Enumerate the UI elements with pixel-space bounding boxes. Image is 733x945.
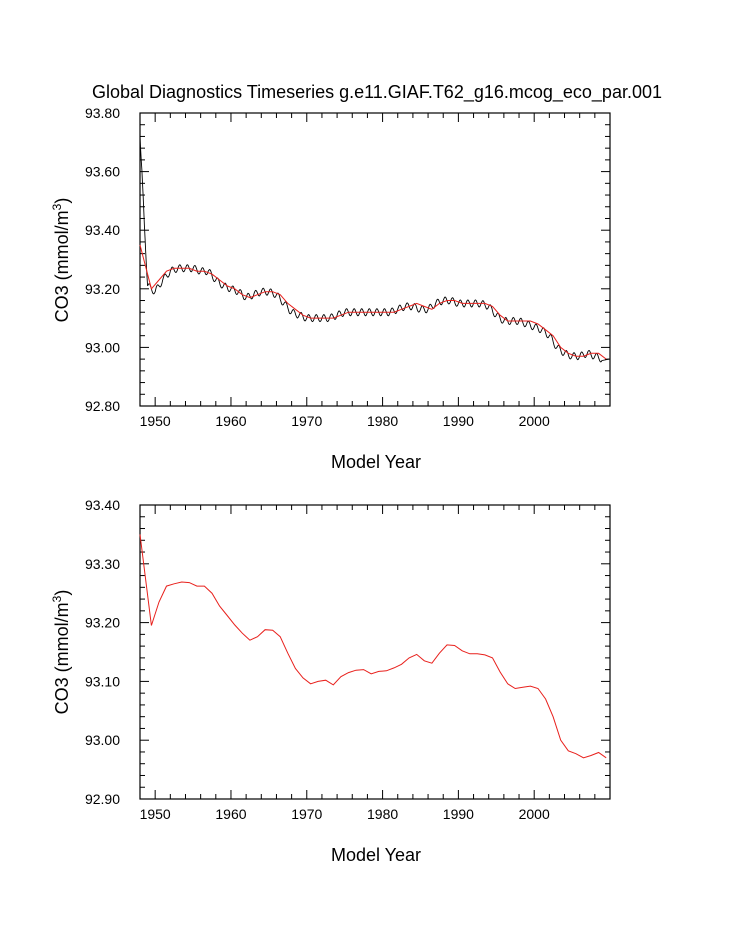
bottom-y-tick-label: 93.30 [85,556,120,572]
bottom-y-tick-label: 92.90 [85,791,120,807]
bottom-y-axis-title-main: CO3 (mmol/m [52,602,72,714]
bottom-x-tick-label: 1960 [215,806,246,822]
bottom-y-tick-label: 93.00 [85,732,120,748]
top-x-tick-label: 2000 [519,413,550,429]
bottom-x-tick-label: 1950 [140,806,171,822]
top-y-tick-label: 93.40 [85,222,120,238]
bottom-series-annual-mean [139,534,607,759]
bottom-y-tick-label: 93.40 [85,497,120,513]
top-y-tick-label: 92.80 [85,398,120,414]
top-y-tick-label: 93.80 [85,105,120,121]
top-x-tick-label: 1990 [443,413,474,429]
top-y-axis-title-main: CO3 (mmol/m [52,210,72,322]
top-series-annual-mean [139,244,607,360]
bottom-x-tick-label: 1970 [291,806,322,822]
top-y-tick-label: 93.00 [85,339,120,355]
top-plot-frame [139,112,611,407]
bottom-x-tick-label: 2000 [519,806,550,822]
bottom-x-tick-label: 1990 [443,806,474,822]
bottom-x-tick-label: 1980 [367,806,398,822]
bottom-y-tick-label: 93.20 [85,615,120,631]
top-x-tick-label: 1980 [367,413,398,429]
top-series-monthly [139,136,610,363]
bottom-chart: Model Year CO3 (mmol/m3) 1950 1960 1970 198… [50,497,611,865]
bottom-y-axis-title-close: ) [52,590,72,596]
bottom-y-axis-title-sup: 3 [50,595,64,602]
top-x-axis-title: Model Year [331,452,421,472]
bottom-plot-frame [139,504,611,800]
top-y-axis-title: CO3 (mmol/m3) [50,198,72,323]
bottom-y-axis-title: CO3 (mmol/m3) [50,590,72,715]
top-chart: Model Year CO3 (mmol/m3) 1950 1960 1970 198… [50,105,611,472]
top-y-axis-title-close: ) [52,198,72,204]
bottom-x-axis-title: Model Year [331,845,421,865]
top-y-tick-label: 93.60 [85,164,120,180]
top-y-axis-title-sup: 3 [50,203,64,210]
top-x-tick-label: 1970 [291,413,322,429]
top-y-tick-label: 93.20 [85,281,120,297]
figure-title: Global Diagnostics Timeseries g.e11.GIAF… [92,82,662,103]
bottom-y-tick-label: 93.10 [85,673,120,689]
top-x-tick-label: 1960 [215,413,246,429]
top-x-tick-label: 1950 [140,413,171,429]
